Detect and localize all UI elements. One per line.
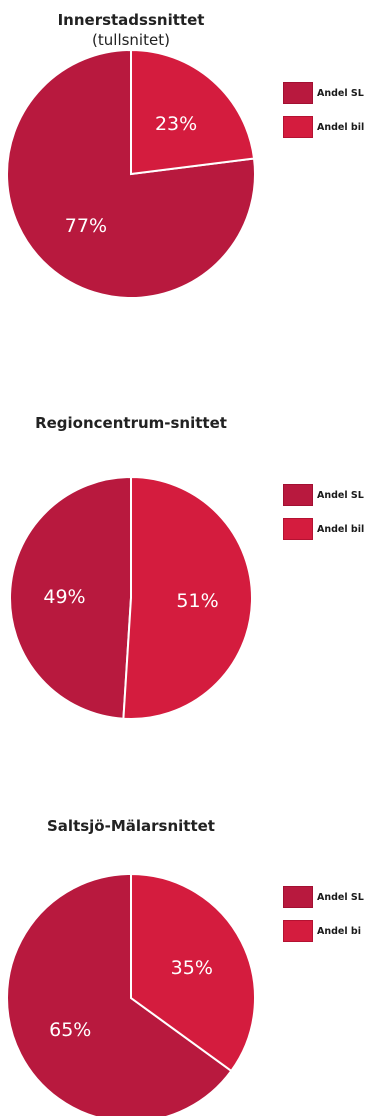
legend-swatch-sl [283,82,313,104]
pie-chart-regioncentrum-snittet: Regioncentrum-snittet 49% 51% Andel SL An… [0,372,376,744]
pie-slice-bil [122,475,254,720]
chart-title: Regioncentrum-snittet [35,414,227,432]
slice-label-sl: 49% [43,586,85,608]
legend-item-andel-sl: Andel SL [283,82,376,104]
legend-item-andel-bil: Andel bi [283,920,376,942]
chart-subtitle: (tullsnitet) [92,31,170,49]
legend-swatch-sl [283,886,313,908]
legend: Andel SL Andel bil [283,82,376,150]
pie-plot: 49% 51% [9,475,254,720]
chart-title: Innerstadssnittet [57,11,205,29]
legend-swatch-sl [283,484,313,506]
legend-item-andel-sl: Andel SL [283,484,376,506]
pie-plot: 65% 35% [6,872,256,1116]
pie-chart-innerstadssnittet: Innerstadssnittet (tullsnitet) 77% 23% An… [0,0,376,372]
legend-label-bil: Andel bil [317,523,365,535]
legend-item-andel-bil: Andel bil [283,116,376,138]
pie-chart-saltsjo-malarsnittet: Saltsjö-Mälarsnittet 65% 35% Andel SL And… [0,744,376,1116]
legend-item-andel-bil: Andel bil [283,518,376,540]
pie-slice-sl [6,872,233,1116]
legend: Andel SL Andel bi [283,886,376,954]
chart-title: Saltsjö-Mälarsnittet [47,817,215,835]
chart-title-block: Saltsjö-Mälarsnittet [0,816,262,836]
legend-item-andel-sl: Andel SL [283,886,376,908]
legend-label-sl: Andel SL [317,87,364,99]
pie-slice-bil [130,872,256,1073]
chart-title-block: Regioncentrum-snittet [0,413,262,433]
slice-label-bil: 23% [155,113,197,135]
slice-label-bil: 51% [176,590,218,612]
legend-label-sl: Andel SL [317,891,364,903]
legend-swatch-bil [283,920,313,942]
pie-plot: 77% 23% [6,48,256,299]
pie-slice-bil [130,48,256,176]
slice-label-sl: 65% [49,1019,91,1041]
chart-title-block: Innerstadssnittet (tullsnitet) [0,10,262,50]
slice-label-bil: 35% [171,957,213,979]
legend-swatch-bil [283,116,313,138]
legend-swatch-bil [283,518,313,540]
pie-slice-sl [9,475,132,720]
legend-label-sl: Andel SL [317,489,364,501]
legend: Andel SL Andel bil [283,484,376,552]
legend-label-bil: Andel bil [317,121,365,133]
legend-label-bil: Andel bi [317,925,361,937]
slice-label-sl: 77% [65,215,107,237]
